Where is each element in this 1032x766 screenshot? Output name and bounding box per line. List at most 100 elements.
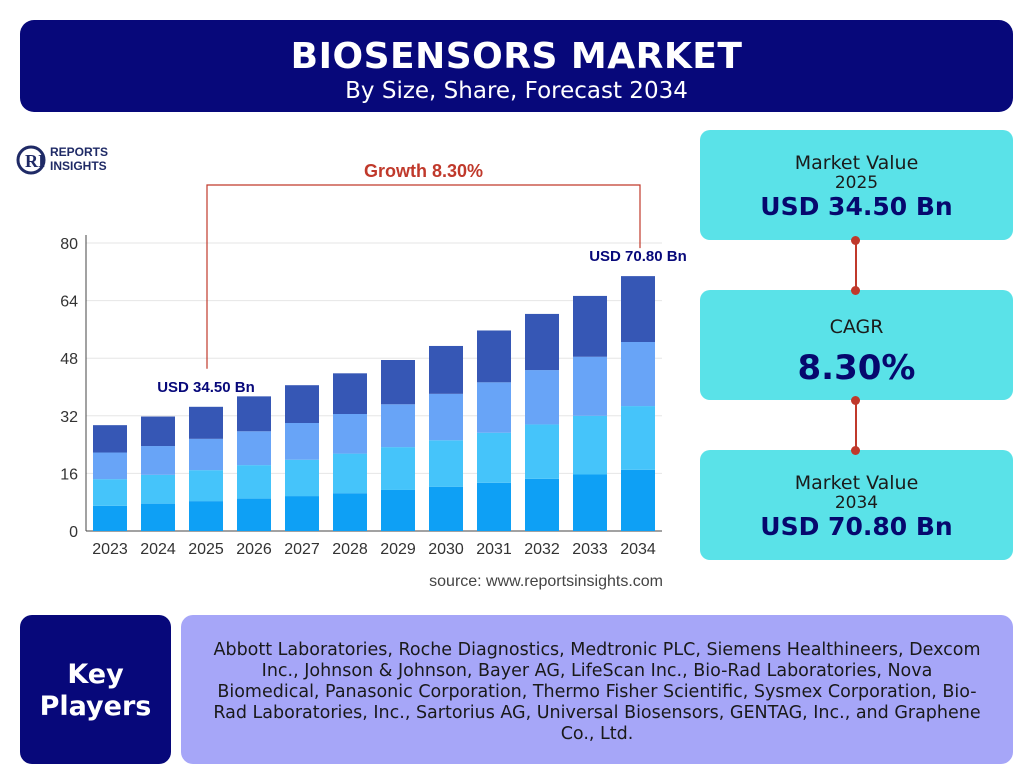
x-tick-label: 2024 — [140, 541, 176, 558]
x-tick-label: 2030 — [428, 541, 464, 558]
key-players-list: Abbott Laboratories, Roche Diagnostics, … — [181, 615, 1013, 764]
y-tick-labels: 0 16 32 48 64 80 — [60, 236, 78, 541]
annotations: Growth 8.30% USD 34.50 Bn USD 70.80 Bn — [157, 161, 687, 396]
bar-segment — [237, 465, 271, 499]
x-tick-label: 2029 — [380, 541, 416, 558]
market-value-2025-amount: USD 34.50 Bn — [760, 192, 953, 221]
bar-segment — [621, 469, 655, 531]
axes — [85, 235, 662, 532]
bar-segment — [141, 446, 175, 475]
bar-segment — [285, 496, 319, 531]
y-tick-label: 64 — [60, 294, 78, 311]
bar-segment — [189, 438, 223, 471]
logo-mark-icon: RI — [16, 145, 46, 175]
bar-segment — [141, 474, 175, 504]
market-size-chart: 0 16 32 48 64 80 2023 2024 2025 2026 2027 2028 2029… — [60, 161, 687, 590]
bar-segment — [237, 396, 271, 432]
market-value-2034-amount: USD 70.80 Bn — [760, 512, 953, 541]
bar-segment — [285, 459, 319, 497]
bar-segment — [381, 360, 415, 405]
reports-insights-logo: RI REPORTS INSIGHTS — [16, 143, 126, 177]
market-value-2034-year: 2034 — [834, 493, 879, 513]
bar-segment — [477, 330, 511, 383]
x-tick-label: 2026 — [236, 541, 272, 558]
connector-dot — [851, 286, 860, 295]
bar-segment — [429, 393, 463, 441]
cagr-value: 8.30% — [797, 348, 916, 388]
growth-bracket — [206, 184, 641, 369]
title-banner: BIOSENSORS MARKET By Size, Share, Foreca… — [20, 20, 1013, 112]
bar-segment — [237, 498, 271, 531]
connector-line-top — [855, 240, 857, 290]
bar-segment — [93, 425, 127, 453]
y-tick-label: 0 — [69, 524, 78, 541]
x-tick-labels: 2023 2024 2025 2026 2027 2028 2029 2030 2031 2032… — [92, 541, 656, 558]
connector-dot — [851, 446, 860, 455]
bar-segment — [189, 406, 223, 439]
y-tick-label: 80 — [60, 236, 78, 253]
key-players-heading-line2: Players — [39, 691, 152, 722]
grid-lines — [86, 242, 662, 474]
bar-segment — [573, 474, 607, 531]
bar-segment — [285, 385, 319, 423]
start-value-label: USD 34.50 Bn — [157, 379, 255, 396]
x-tick-label: 2033 — [572, 541, 608, 558]
bar-segment — [477, 432, 511, 483]
y-tick-label: 16 — [60, 466, 78, 483]
page-subtitle: By Size, Share, Forecast 2034 — [345, 78, 688, 104]
connector-dot — [851, 396, 860, 405]
market-value-2025-card: Market Value 2025 USD 34.50 Bn — [700, 130, 1013, 240]
x-tick-label: 2028 — [332, 541, 368, 558]
bar-segment — [429, 486, 463, 531]
bar-segment — [525, 424, 559, 479]
cagr-card: CAGR 8.30% — [700, 290, 1013, 400]
market-value-2034-card: Market Value 2034 USD 70.80 Bn — [700, 450, 1013, 560]
bar-segment — [285, 423, 319, 460]
y-tick-label: 48 — [60, 351, 78, 368]
bar-segment — [333, 373, 367, 414]
bar-segment — [333, 414, 367, 454]
bar-segment — [333, 453, 367, 494]
end-value-label: USD 70.80 Bn — [589, 248, 687, 265]
x-tick-label: 2025 — [188, 541, 224, 558]
key-players-heading-line1: Key — [67, 659, 124, 690]
bar-segment — [333, 493, 367, 531]
bar-segment — [93, 505, 127, 531]
bar-segment — [525, 370, 559, 425]
x-tick-label: 2023 — [92, 541, 128, 558]
bars — [93, 276, 655, 531]
bar-segment — [189, 470, 223, 502]
x-tick-label: 2032 — [524, 541, 560, 558]
bar-segment — [477, 482, 511, 531]
bar-segment — [141, 416, 175, 447]
bar-segment — [429, 440, 463, 487]
bar-segment — [381, 447, 415, 490]
bar-segment — [381, 489, 415, 531]
bar-segment — [237, 431, 271, 466]
bar-segment — [621, 342, 655, 407]
key-players-heading: Key Players — [20, 615, 171, 764]
bar-segment — [573, 415, 607, 475]
y-tick-label: 32 — [60, 409, 78, 426]
bar-segment — [477, 382, 511, 433]
bar-segment — [573, 356, 607, 416]
market-value-2034-label: Market Value — [794, 472, 919, 494]
bar-segment — [525, 313, 559, 371]
market-value-2025-year: 2025 — [834, 173, 879, 193]
bar-segment — [621, 276, 655, 342]
logo-mark-text: RI — [25, 151, 45, 171]
source-text: source: www.reportsinsights.com — [429, 573, 663, 590]
bar-segment — [189, 501, 223, 531]
x-tick-label: 2034 — [620, 541, 656, 558]
growth-label: Growth 8.30% — [364, 161, 483, 181]
market-value-2025-label: Market Value — [794, 152, 919, 174]
bar-segment — [93, 479, 127, 506]
bar-segment — [525, 478, 559, 531]
page-title: BIOSENSORS MARKET — [290, 36, 743, 77]
logo-line1: REPORTS — [50, 145, 109, 159]
connector-dot — [851, 236, 860, 245]
connector-line-bottom — [855, 400, 857, 450]
bar-segment — [621, 406, 655, 470]
x-tick-label: 2031 — [476, 541, 512, 558]
bar-segment — [573, 295, 607, 357]
